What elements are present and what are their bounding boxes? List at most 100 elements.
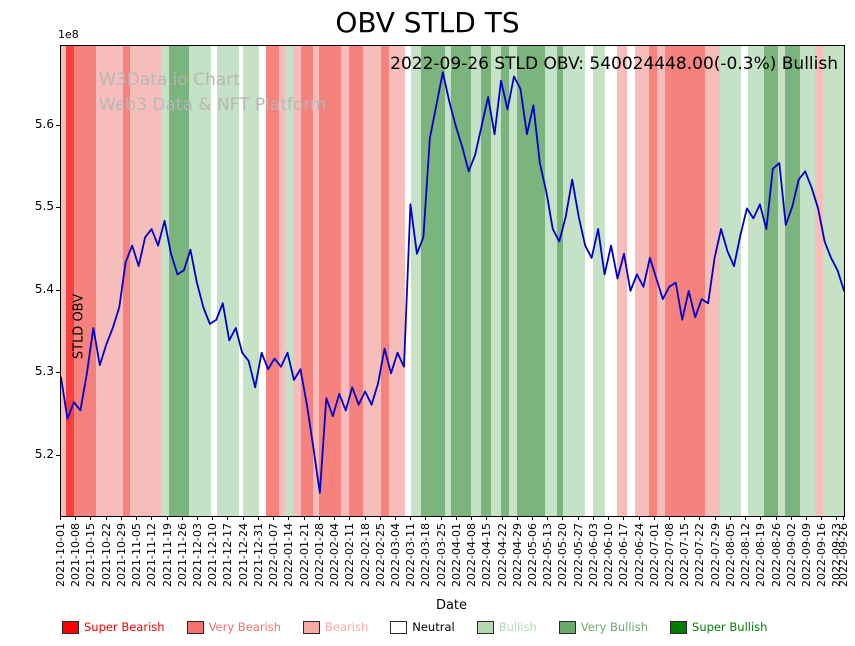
x-tick-label: 2021-11-26 (175, 523, 189, 587)
x-tick-mark (90, 516, 92, 520)
x-tick-label: 2021-10-15 (84, 523, 98, 587)
x-tick-mark (455, 516, 457, 520)
sentiment-band-bullish (720, 46, 741, 516)
sentiment-band-very_bearish (664, 46, 705, 516)
sentiment-band-bullish (411, 46, 422, 516)
sentiment-band-bearish (656, 46, 665, 516)
x-tick-label: 2022-05-13 (541, 523, 555, 587)
sentiment-band-neutral (211, 46, 217, 516)
sentiment-band-very_bearish (318, 46, 342, 516)
sentiment-band-very_bullish (501, 46, 509, 516)
x-tick-mark (592, 516, 594, 520)
sentiment-band-neutral (605, 46, 617, 516)
legend-label: Very Bullish (580, 620, 649, 634)
x-tick-mark (273, 516, 275, 520)
sentiment-band-neutral (627, 46, 635, 516)
sentiment-band-very_bearish (300, 46, 314, 516)
legend-item-super-bearish: Super Bearish (62, 620, 165, 634)
x-tick-mark (151, 516, 153, 520)
x-tick-mark (212, 516, 214, 520)
legend-swatch (476, 620, 494, 634)
x-tick-mark (303, 516, 305, 520)
y-tick-mark (56, 124, 60, 126)
x-tick-label: 2022-06-24 (632, 523, 646, 587)
sentiment-band-bullish (242, 46, 260, 516)
x-tick-label: 2022-07-01 (647, 523, 661, 587)
y-tick-label: 5.4 (34, 281, 54, 296)
x-tick-label: 2022-09-16 (815, 523, 829, 587)
legend-swatch (670, 620, 688, 634)
x-tick-label: 2022-03-18 (419, 523, 433, 587)
legend-item-very-bearish: Very Bearish (186, 620, 282, 634)
x-tick-label: 2022-01-28 (312, 523, 326, 587)
x-tick-label: 2022-08-26 (769, 523, 783, 587)
x-tick-mark (653, 516, 655, 520)
y-axis-offset-label: 1e8 (58, 28, 79, 41)
x-tick-mark (516, 516, 518, 520)
x-tick-mark (227, 516, 229, 520)
x-tick-mark (821, 516, 823, 520)
x-tick-label: 2022-08-12 (739, 523, 753, 587)
sentiment-band-bullish (284, 46, 293, 516)
x-tick-mark (349, 516, 351, 520)
plot-area: W3Data.io Chart Web3 Data & NFT Platform… (60, 45, 845, 517)
x-tick-mark (394, 516, 396, 520)
sentiment-band-very_bullish (169, 46, 189, 516)
sentiment-band-bullish (444, 46, 451, 516)
legend-item-very-bullish: Very Bullish (558, 620, 649, 634)
sentiment-bands-layer (61, 46, 844, 516)
legend-label: Very Bearish (208, 620, 282, 634)
sentiment-band-bearish (815, 46, 823, 516)
x-tick-label: 2022-08-05 (723, 523, 737, 587)
y-tick-label: 5.3 (34, 364, 54, 379)
sentiment-band-bullish (490, 46, 502, 516)
y-axis-label: STLD OBV (71, 293, 87, 360)
x-tick-mark (843, 516, 844, 520)
sentiment-band-very_bullish (764, 46, 779, 516)
x-tick-mark (410, 516, 412, 520)
x-tick-label: 2022-08-19 (754, 523, 768, 587)
x-tick-mark (699, 516, 701, 520)
sentiment-band-bullish (471, 46, 481, 516)
x-tick-mark (714, 516, 716, 520)
x-tick-label: 2022-03-04 (388, 523, 402, 587)
sentiment-band-bearish (341, 46, 350, 516)
x-tick-mark (684, 516, 686, 520)
x-tick-mark (836, 516, 838, 520)
sentiment-legend: Super Bearish Very Bearish Bearish Neutral B… (62, 620, 767, 634)
x-tick-mark (257, 516, 259, 520)
x-tick-label: 2021-10-08 (69, 523, 83, 587)
y-tick-label: 5.6 (34, 116, 54, 131)
legend-label: Super Bullish (692, 620, 768, 634)
x-tick-label: 2022-03-25 (434, 523, 448, 587)
x-tick-mark (501, 516, 503, 520)
y-tick-label: 5.5 (34, 199, 54, 214)
x-tick-label: 2022-03-11 (404, 523, 418, 587)
sentiment-band-bullish (544, 46, 557, 516)
sentiment-band-very_bearish (649, 46, 657, 516)
sentiment-band-bearish (634, 46, 650, 516)
sentiment-band-very_bullish (516, 46, 545, 516)
sentiment-band-bullish (800, 46, 816, 516)
x-axis-label: Date (435, 598, 468, 613)
sentiment-band-bearish (389, 46, 405, 516)
x-tick-label: 2022-04-29 (510, 523, 524, 587)
legend-label: Bullish (498, 620, 537, 634)
y-tick-mark (56, 207, 60, 209)
x-tick-label: 2022-06-17 (617, 523, 631, 587)
sentiment-band-bearish (704, 46, 721, 516)
sentiment-band-bearish (129, 46, 162, 516)
x-tick-label: 2022-09-02 (784, 523, 798, 587)
legend-swatch (558, 620, 576, 634)
x-tick-mark (547, 516, 549, 520)
sentiment-band-very_bearish (122, 46, 130, 516)
chart-title: OBV STLD TS (335, 6, 520, 39)
x-tick-label: 2021-11-19 (160, 523, 174, 587)
x-tick-mark (608, 516, 610, 520)
x-tick-mark (775, 516, 777, 520)
y-tick-mark (56, 372, 60, 374)
sentiment-band-neutral (740, 46, 748, 516)
x-tick-mark (166, 516, 168, 520)
y-tick-label: 5.2 (34, 446, 54, 461)
